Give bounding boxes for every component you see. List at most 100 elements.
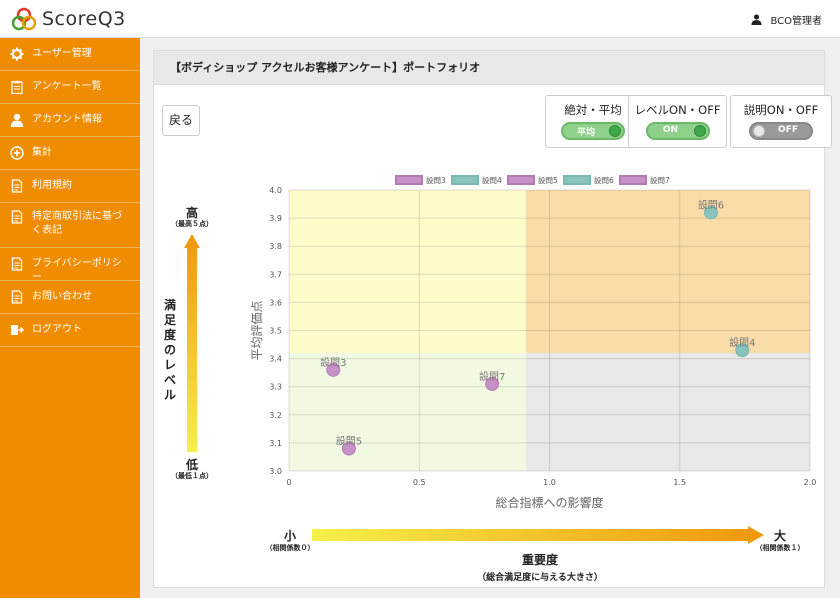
legend-label: 設問3 xyxy=(426,175,446,185)
x-axis-label: 総合指標への影響度 xyxy=(495,495,603,510)
page-title: 【ボディショップ アクセルお客様アンケート】ポートフォリオ xyxy=(154,51,824,85)
x-tick-label: 0.5 xyxy=(413,478,426,487)
legend-swatch xyxy=(395,175,423,185)
importance-small-label: 小 xyxy=(283,529,296,543)
back-button[interactable]: 戻る xyxy=(162,105,200,136)
importance-large-label: 大 xyxy=(773,529,786,543)
switch-label: OFF xyxy=(778,125,798,135)
sidebar-item-label: 集計 xyxy=(32,147,52,158)
data-label: 設問4 xyxy=(729,336,755,349)
data-point xyxy=(326,362,341,377)
satisfaction-low-note: （最低１点） xyxy=(171,472,213,480)
switch-knob xyxy=(753,125,765,137)
sidebar-item-label: 特定商取引法に基づく表記 xyxy=(32,211,122,236)
toggle-description: 説明ON・OFF OFF xyxy=(730,95,832,148)
logo-text: ScoreQ3 xyxy=(42,8,126,30)
switch-knob xyxy=(693,125,706,137)
y-axis-label: 平均評価点 xyxy=(249,300,264,360)
y-tick-label: 3.8 xyxy=(269,242,282,251)
sidebar-item[interactable]: 利用規約 xyxy=(0,170,140,203)
document-icon xyxy=(10,179,32,196)
level-switch[interactable]: ON xyxy=(645,122,710,140)
y-tick-label: 3.0 xyxy=(269,467,282,476)
y-tick-label: 3.9 xyxy=(269,214,282,223)
satisfaction-high-label: 高 xyxy=(185,206,198,220)
legend-label: 設問7 xyxy=(650,175,670,185)
importance-arrow xyxy=(312,526,764,544)
sidebar-item-label: 利用規約 xyxy=(32,180,72,191)
sidebar-item[interactable]: ユーザー管理 xyxy=(0,38,140,71)
document-icon xyxy=(10,210,32,227)
sidebar-item[interactable]: お問い合わせ xyxy=(0,281,140,314)
y-tick-label: 3.1 xyxy=(269,439,282,448)
clipboard-icon xyxy=(10,80,32,97)
satisfaction-arrow xyxy=(184,234,200,452)
x-tick-label: 1.0 xyxy=(543,478,556,487)
data-point xyxy=(485,376,500,391)
user-name: BCO管理者 xyxy=(770,16,822,27)
sidebar-item-label: お問い合わせ xyxy=(32,291,92,302)
sidebar-item-label: アカウント情報 xyxy=(32,114,102,125)
sidebar-item[interactable]: ログアウト xyxy=(0,314,140,347)
document-icon xyxy=(10,290,32,307)
toggle-title: レベルON・OFF xyxy=(634,103,721,117)
data-point xyxy=(704,205,719,220)
sidebar-item[interactable]: 特定商取引法に基づく表記 xyxy=(0,203,140,248)
toggle-absolute-average: 絶対・平均 平均 xyxy=(545,95,641,148)
satisfaction-title: 満足度のレベル xyxy=(163,298,176,402)
satisfaction-low-label: 低 xyxy=(185,458,198,472)
importance-small-note: （相関係数０） xyxy=(265,544,315,552)
y-tick-label: 3.5 xyxy=(269,327,282,336)
sidebar-item[interactable]: アカウント情報 xyxy=(0,104,140,137)
plus-circle-icon xyxy=(10,146,32,163)
user-icon xyxy=(10,113,32,130)
average-switch[interactable]: 平均 xyxy=(561,122,625,140)
data-label: 設問5 xyxy=(336,435,362,448)
sidebar-item-label: プライバシーポリシー xyxy=(32,258,122,283)
y-tick-label: 3.6 xyxy=(269,298,282,307)
sidebar-item-label: ユーザー管理 xyxy=(32,48,92,59)
logo-icon xyxy=(12,7,36,31)
gear-icon xyxy=(10,47,32,64)
portfolio-chart: 3.0 3.1 3.2 3.3 3.4 3.5 3.6 3.7 3.8 3.9 4.0 0 0.5 1.0… xyxy=(249,175,817,510)
switch-knob xyxy=(609,125,621,137)
user-menu[interactable]: BCO管理者 xyxy=(751,12,822,27)
y-tick-label: 3.7 xyxy=(269,270,282,279)
x-tick-label: 1.5 xyxy=(673,478,686,487)
legend-swatch xyxy=(507,175,535,185)
sidebar-item[interactable]: プライバシーポリシー xyxy=(0,248,140,283)
y-tick-label: 4.0 xyxy=(269,186,282,195)
quadrant-top-right xyxy=(526,190,810,353)
y-tick-label: 3.4 xyxy=(269,355,282,364)
quadrant-bottom-right xyxy=(526,352,810,471)
toggle-level: レベルON・OFF ON xyxy=(628,95,727,148)
x-tick-label: 0 xyxy=(286,478,291,487)
x-tick-label: 2.0 xyxy=(804,478,817,487)
logo[interactable]: ScoreQ3 xyxy=(12,7,126,31)
y-tick-label: 3.3 xyxy=(269,383,282,392)
document-icon xyxy=(10,257,32,274)
importance-title: 重要度 xyxy=(521,553,558,567)
switch-label: 平均 xyxy=(576,128,595,138)
sidebar-item[interactable]: 集計 xyxy=(0,137,140,170)
data-label: 設問3 xyxy=(320,356,346,369)
data-point xyxy=(735,343,750,358)
switch-label: ON xyxy=(662,125,679,135)
legend-label: 設問6 xyxy=(594,175,614,185)
data-label: 設問7 xyxy=(479,370,505,383)
toggle-title: 説明ON・OFF xyxy=(743,103,819,117)
legend-label: 設問4 xyxy=(482,175,502,185)
sidebar: ユーザー管理 アンケート一覧 アカウント情報 集計利用規約特定商取引法に基づく表記 プラ… xyxy=(0,38,140,598)
sidebar-item-label: アンケート一覧 xyxy=(32,81,102,92)
description-switch[interactable]: OFF xyxy=(749,122,813,140)
importance-subtitle: （総合満足度に与える大きさ） xyxy=(477,573,603,583)
y-tick-label: 3.2 xyxy=(269,411,282,420)
legend-swatch xyxy=(619,175,647,185)
importance-large-note: （相関係数１） xyxy=(755,544,805,552)
sidebar-item-label: ログアウト xyxy=(32,324,82,335)
data-point xyxy=(341,441,356,456)
toggle-title: 絶対・平均 xyxy=(564,103,622,117)
satisfaction-high-note: （最高５点） xyxy=(171,220,213,228)
sidebar-item[interactable]: アンケート一覧 xyxy=(0,71,140,104)
legend-label: 設問5 xyxy=(538,175,558,185)
